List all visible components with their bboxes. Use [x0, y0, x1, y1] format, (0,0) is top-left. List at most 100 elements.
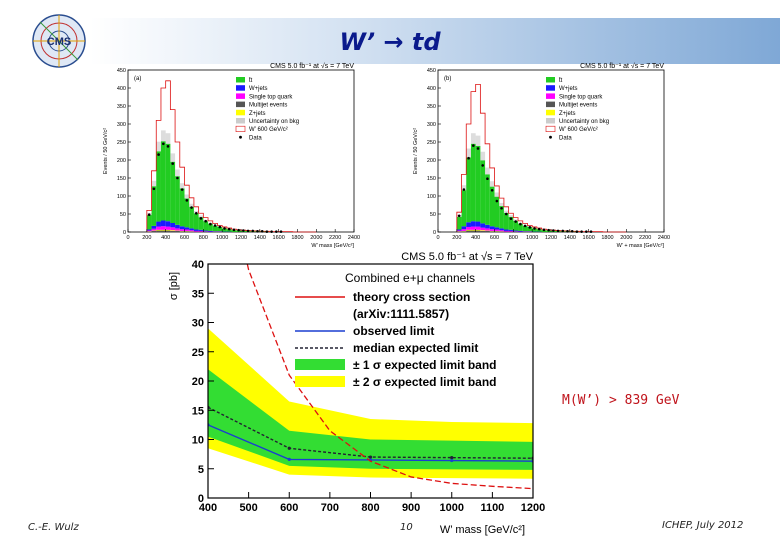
data-point: [256, 229, 259, 233]
bar-wjets: [184, 227, 190, 230]
legend-swatch: [239, 135, 242, 139]
legend-swatch: [546, 101, 555, 108]
legend-entry: Z+jets: [559, 111, 576, 117]
legend-swatch: [546, 77, 555, 83]
bar-ttbar: [508, 216, 514, 230]
x-tick-label: 0: [436, 235, 439, 241]
x-tick-label: 900: [402, 502, 420, 514]
x-tick-label: 1100: [480, 502, 504, 514]
bar-ttbar: [489, 186, 495, 227]
bar-singletop: [456, 230, 462, 232]
bar-ttbar: [461, 190, 467, 227]
bar-wjets: [494, 227, 500, 230]
y-tick-label: 200: [427, 158, 436, 164]
bar-zjets: [160, 229, 166, 231]
bar-zjets: [165, 229, 171, 231]
bar-ttbar: [175, 176, 180, 225]
bar-wjets: [179, 226, 185, 230]
slide-banner: CMS W’ → td: [0, 0, 780, 68]
data-point: [223, 227, 226, 230]
bar-ttbar: [222, 228, 227, 232]
data-point: [528, 226, 532, 229]
expected-limit-line-point: [368, 455, 373, 459]
data-point: [275, 230, 278, 233]
x-tick-label: 0: [126, 235, 129, 241]
x-tick-label: 1600: [273, 235, 285, 241]
data-point: [481, 164, 485, 167]
bar-uncertainty: [189, 203, 194, 207]
legend-entry: Data: [559, 135, 572, 141]
bar-singletop: [156, 226, 161, 230]
plot-header: CMS 5.0 fb⁻¹ at √s = 7 TeV: [401, 251, 533, 263]
data-point: [166, 145, 170, 148]
y-tick-label: 400: [117, 86, 126, 92]
y-tick-label: 0: [123, 230, 126, 236]
data-point: [204, 219, 207, 223]
legend-entry: (arXiv:1111.5857): [353, 307, 449, 321]
bar-ttbar: [208, 223, 213, 231]
x-tick-label: 1200: [235, 235, 247, 241]
data-point: [227, 227, 231, 231]
bar-singletop: [475, 226, 481, 230]
data-point: [260, 229, 264, 233]
y-tick-label: 450: [427, 68, 436, 74]
bar-singletop: [489, 229, 495, 231]
bar-wjets: [175, 224, 180, 229]
data-point: [490, 188, 494, 192]
data-point: [199, 217, 203, 220]
bar-ttbar: [494, 196, 500, 228]
bar-multijet: [480, 230, 486, 232]
data-point: [237, 228, 240, 232]
bar-singletop: [480, 227, 486, 231]
bar-singletop: [146, 230, 152, 232]
bar-ttbar: [480, 160, 486, 224]
bar-singletop: [165, 226, 171, 230]
data-point: [157, 153, 160, 156]
x-tick-label: 1600: [583, 235, 595, 241]
x-tick-label: 2200: [639, 235, 651, 241]
y-tick-label: 30: [192, 318, 204, 330]
bar-multijet: [489, 231, 495, 232]
bar-ttbar: [532, 228, 537, 232]
data-point: [279, 230, 283, 233]
x-tick-label: 400: [471, 235, 480, 241]
x-axis-label: W’ + mass [GeV/c²]: [617, 243, 665, 248]
legend-swatch: [546, 118, 555, 124]
y-tick-label: 40: [192, 259, 204, 271]
y-tick-label: 350: [117, 104, 126, 110]
data-point: [162, 142, 165, 146]
x-tick-label: 800: [361, 502, 379, 514]
legend-swatch: [295, 376, 345, 387]
expected-limit-line-point: [287, 446, 291, 450]
data-point: [561, 229, 565, 233]
bar-wjets: [461, 226, 467, 230]
x-tick-label: 1000: [216, 235, 228, 241]
data-point: [242, 229, 245, 232]
x-tick-label: 200: [142, 235, 151, 241]
y-tick-label: 150: [117, 176, 126, 182]
data-point: [176, 176, 179, 180]
legend-swatch: [236, 93, 245, 99]
legend-swatch: [236, 109, 245, 116]
bar-multijet: [160, 230, 166, 232]
bar-zjets: [466, 229, 471, 231]
bar-wjets: [208, 230, 213, 232]
legend-swatch: [236, 118, 245, 124]
bar-ttbar: [518, 223, 523, 231]
legend-entry: W+jets: [559, 86, 578, 92]
legend-entry: Multijet events: [249, 103, 287, 109]
bar-multijet: [461, 231, 467, 232]
data-point: [213, 224, 217, 227]
legend-swatch: [546, 93, 555, 99]
y-tick-label: 35: [192, 288, 204, 300]
bar-multijet: [466, 230, 471, 232]
bar-ttbar: [189, 206, 194, 229]
bar-multijet: [179, 231, 185, 232]
x-axis-label: W’ mass [GeV/c²]: [440, 524, 525, 536]
bar-ttbar: [179, 188, 185, 227]
x-tick-label: 1400: [254, 235, 266, 241]
x-tick-label: 2000: [620, 235, 632, 241]
bar-wjets: [156, 221, 161, 227]
bar-singletop: [198, 230, 204, 232]
bar-uncertainty: [179, 183, 185, 189]
